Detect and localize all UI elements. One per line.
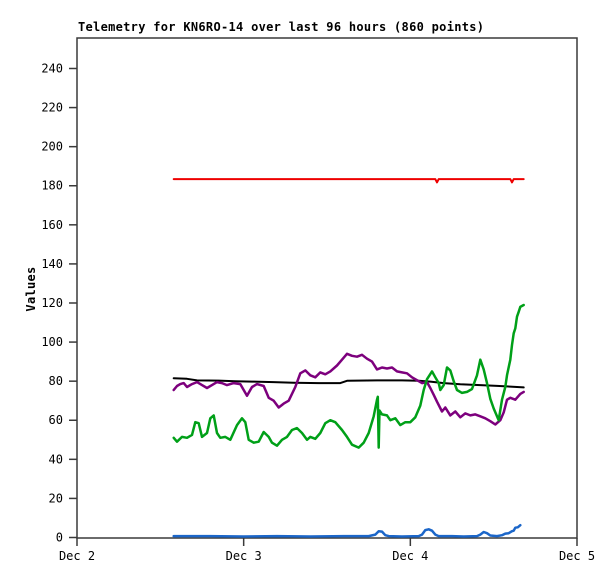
green-series-line [172, 303, 525, 449]
y-tick-label: 40 [49, 452, 63, 466]
x-tick-label: Dec 4 [392, 549, 428, 563]
y-tick-label: 60 [49, 413, 63, 427]
x-tick-label: Dec 2 [59, 549, 95, 563]
y-tick-label: 80 [49, 374, 63, 388]
blue-series-line [172, 523, 522, 538]
y-tick-label: 240 [41, 61, 63, 75]
y-tick-label: 100 [41, 335, 63, 349]
y-tick-label: 140 [41, 257, 63, 271]
purple-series-line [172, 352, 525, 426]
y-tick-label: 200 [41, 140, 63, 154]
y-tick-label: 0 [56, 531, 63, 545]
chart-title: Telemetry for KN6RO-14 over last 96 hour… [78, 20, 485, 34]
plot-border [76, 37, 578, 539]
y-tick-label: 20 [49, 491, 63, 505]
y-tick-label: 180 [41, 179, 63, 193]
x-tick-label: Dec 5 [559, 549, 595, 563]
y-axis-label: Values [24, 266, 38, 312]
red-series-line [172, 178, 525, 184]
y-tick-label: 220 [41, 101, 63, 115]
x-tick-label: Dec 3 [226, 549, 262, 563]
y-tick-label: 160 [41, 218, 63, 232]
y-tick-label: 120 [41, 296, 63, 310]
